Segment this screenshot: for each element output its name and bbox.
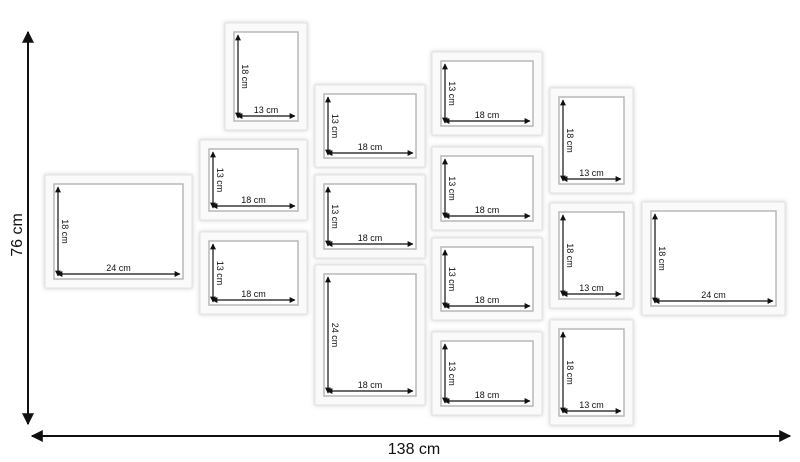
width-label: 18 cm xyxy=(475,295,500,305)
photo-frame: 24 cm 18 cm xyxy=(314,264,426,406)
photo-frame: 18 cm 13 cm xyxy=(549,87,634,194)
frame-opening xyxy=(440,60,534,127)
photo-frame: 13 cm 18 cm xyxy=(431,146,543,231)
width-label: 24 cm xyxy=(701,290,726,300)
height-label: 18 cm xyxy=(565,128,575,153)
photo-frame: 13 cm 18 cm xyxy=(314,84,426,168)
photo-frame: 13 cm 18 cm xyxy=(199,231,308,315)
height-label: 13 cm xyxy=(215,168,225,193)
photo-frame: 18 cm 13 cm xyxy=(549,319,634,426)
width-label: 13 cm xyxy=(579,168,604,178)
overall-width: 138 cm xyxy=(388,441,440,457)
width-label: 13 cm xyxy=(254,105,279,115)
frame-opening xyxy=(53,183,184,280)
height-label: 13 cm xyxy=(447,176,457,201)
photo-frame: 13 cm 18 cm xyxy=(199,139,308,221)
height-label: 18 cm xyxy=(565,360,575,385)
photo-frame: 13 cm 18 cm xyxy=(431,51,543,136)
width-label: 18 cm xyxy=(475,205,500,215)
photo-frame: 18 cm 24 cm xyxy=(44,174,193,289)
frame-opening xyxy=(323,93,417,159)
width-label: 18 cm xyxy=(241,195,266,205)
height-label: 13 cm xyxy=(330,114,340,139)
photo-frame: 18 cm 13 cm xyxy=(549,202,634,309)
height-label: 24 cm xyxy=(330,323,340,348)
height-label: 18 cm xyxy=(60,219,70,244)
width-label: 18 cm xyxy=(241,289,266,299)
width-label: 18 cm xyxy=(358,142,383,152)
photo-frame: 13 cm 18 cm xyxy=(314,174,426,259)
frame-opening xyxy=(440,340,534,407)
height-label: 13 cm xyxy=(330,204,340,229)
height-label: 13 cm xyxy=(447,267,457,292)
frame-opening xyxy=(558,96,625,185)
width-label: 18 cm xyxy=(475,110,500,120)
height-label: 18 cm xyxy=(240,64,250,89)
frame-opening xyxy=(558,328,625,417)
width-label: 18 cm xyxy=(475,390,500,400)
photo-frame: 13 cm 18 cm xyxy=(431,331,543,416)
frame-opening xyxy=(208,240,299,306)
frame-opening xyxy=(440,155,534,222)
width-label: 18 cm xyxy=(358,233,383,243)
photo-frame: 18 cm 24 cm xyxy=(641,201,786,316)
frame-opening xyxy=(440,246,534,312)
photo-frame: 13 cm 18 cm xyxy=(431,237,543,321)
frame-opening xyxy=(233,31,299,122)
frame-opening xyxy=(323,273,417,397)
width-label: 24 cm xyxy=(106,263,131,273)
overall-height: 76 cm xyxy=(9,213,26,257)
frame-opening xyxy=(650,210,777,307)
frame-opening xyxy=(208,148,299,212)
photo-frame: 18 cm 13 cm xyxy=(224,22,308,131)
height-label: 18 cm xyxy=(657,246,667,271)
height-label: 13 cm xyxy=(215,261,225,286)
height-label: 13 cm xyxy=(447,81,457,106)
width-label: 13 cm xyxy=(579,400,604,410)
height-label: 18 cm xyxy=(565,243,575,268)
width-label: 13 cm xyxy=(579,283,604,293)
frame-opening xyxy=(323,183,417,250)
width-label: 18 cm xyxy=(358,380,383,390)
frame-opening xyxy=(558,211,625,300)
height-label: 13 cm xyxy=(447,361,457,386)
